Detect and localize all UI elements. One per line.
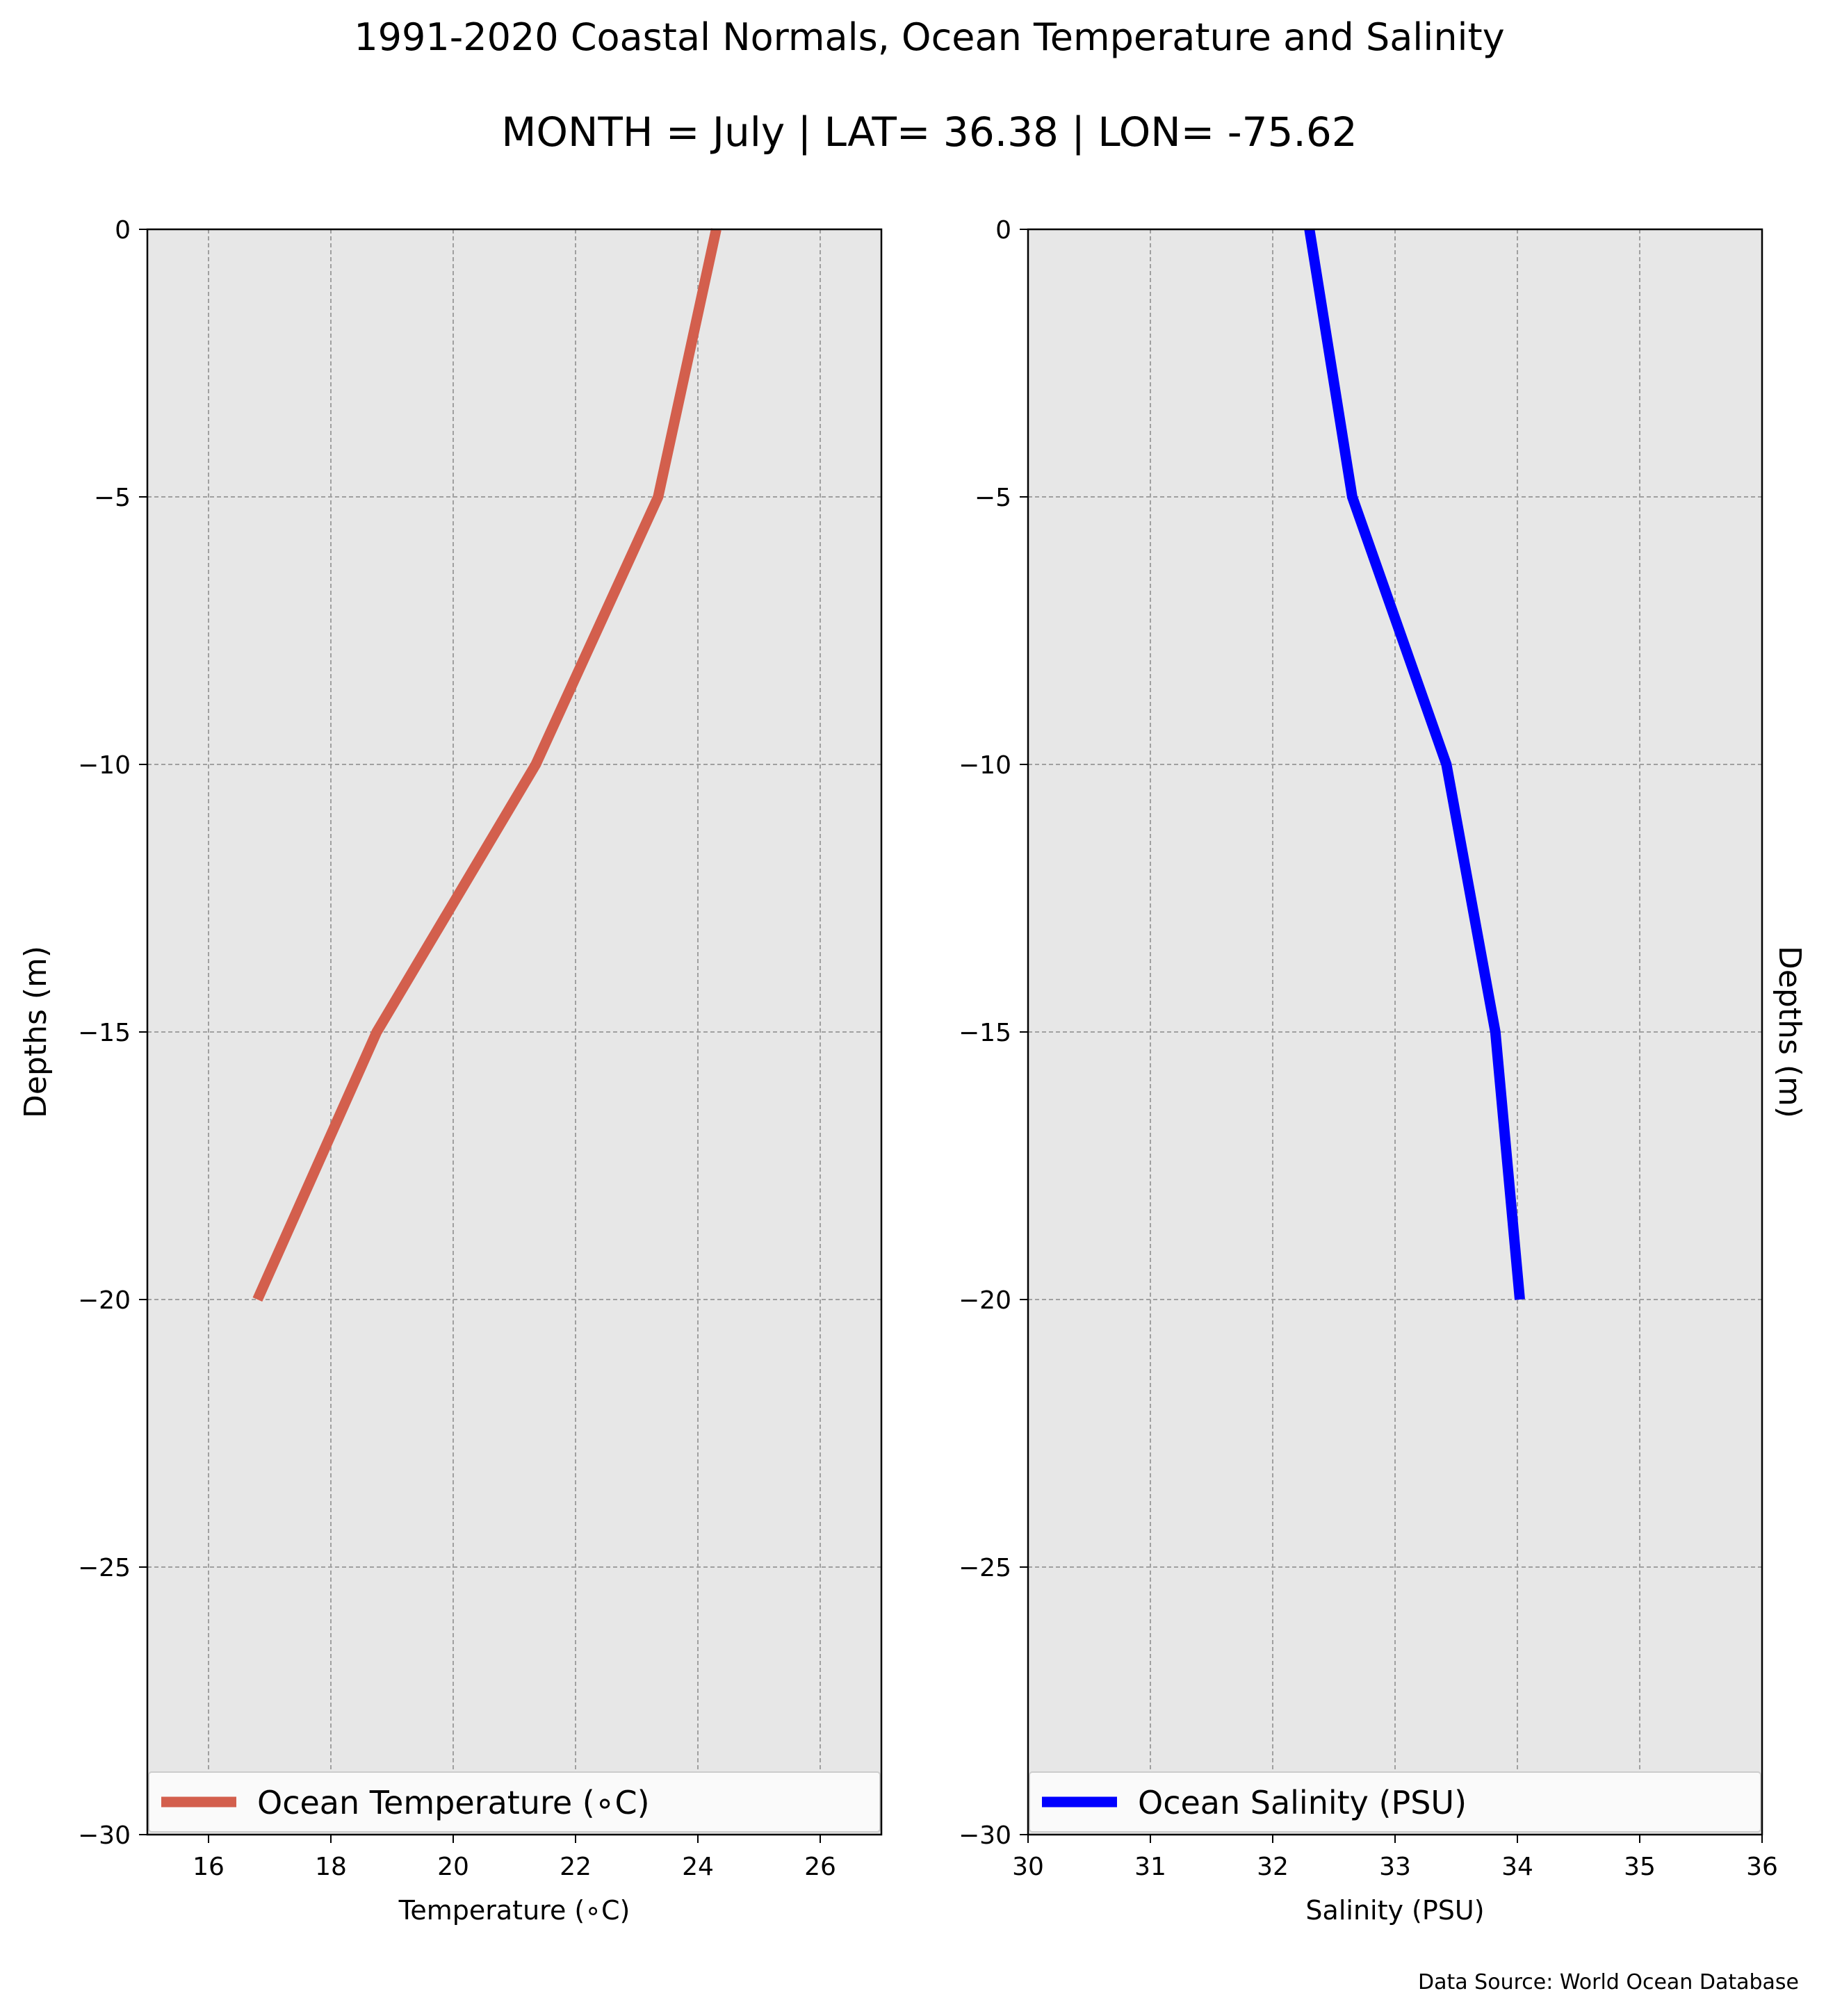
salinity-panel: Ocean Salinity (PSU) 30 31 32 33 34 35 36 0 −5 −10… bbox=[959, 216, 1807, 1926]
x-tick-label: 34 bbox=[1501, 1853, 1533, 1881]
y-tick-label: −30 bbox=[78, 1821, 131, 1850]
chart-title: 1991-2020 Coastal Normals, Ocean Tempera… bbox=[354, 15, 1504, 59]
legend-label: Ocean Temperature (∘C) bbox=[257, 1784, 650, 1821]
x-tick-label: 20 bbox=[437, 1853, 469, 1881]
x-tick-label: 16 bbox=[193, 1853, 225, 1881]
y-tick-label: −20 bbox=[959, 1286, 1011, 1315]
x-tick-label: 30 bbox=[1012, 1853, 1044, 1881]
y-tick-label: −25 bbox=[959, 1554, 1011, 1582]
chart-subtitle: MONTH = July | LAT= 36.38 | LON= -75.62 bbox=[501, 108, 1357, 156]
x-tick-label: 32 bbox=[1257, 1853, 1289, 1881]
y-tick-label: 0 bbox=[995, 216, 1011, 245]
plot-area bbox=[147, 229, 881, 1835]
x-tick-label: 35 bbox=[1624, 1853, 1656, 1881]
x-tick-label: 24 bbox=[682, 1853, 714, 1881]
legend-box bbox=[1029, 1771, 1761, 1833]
temperature-panel: Ocean Temperature (∘C) 16 18 20 22 24 26 0 −5 −10… bbox=[18, 216, 883, 1926]
legend-box bbox=[148, 1771, 881, 1833]
x-tick-label: 36 bbox=[1746, 1853, 1778, 1881]
x-tick-label: 31 bbox=[1134, 1853, 1166, 1881]
legend-label: Ocean Salinity (PSU) bbox=[1138, 1784, 1467, 1821]
y-tick-label: −15 bbox=[78, 1019, 131, 1047]
y-tick-label: 0 bbox=[115, 216, 131, 245]
y-tick-label: −15 bbox=[959, 1019, 1011, 1047]
x-tick-label: 18 bbox=[315, 1853, 347, 1881]
y-tick-label: −30 bbox=[959, 1821, 1011, 1850]
x-tick-label: 22 bbox=[560, 1853, 592, 1881]
x-tick-label: 26 bbox=[804, 1853, 836, 1881]
y-tick-label: −10 bbox=[959, 751, 1011, 780]
y-tick-label: −20 bbox=[78, 1286, 131, 1315]
y-tick-label: −5 bbox=[975, 484, 1011, 512]
x-axis-label: Salinity (PSU) bbox=[1305, 1895, 1484, 1926]
y-tick-label: −10 bbox=[78, 751, 131, 780]
y-tick-label: −5 bbox=[94, 484, 131, 512]
y-tick-label: −25 bbox=[78, 1554, 131, 1582]
y-axis-label: Depths (m) bbox=[1772, 946, 1807, 1118]
source-note: Data Source: World Ocean Database bbox=[1418, 1970, 1799, 1994]
y-axis-label: Depths (m) bbox=[18, 946, 54, 1118]
x-axis-label: Temperature (∘C) bbox=[398, 1895, 630, 1926]
x-tick-label: 33 bbox=[1379, 1853, 1411, 1881]
